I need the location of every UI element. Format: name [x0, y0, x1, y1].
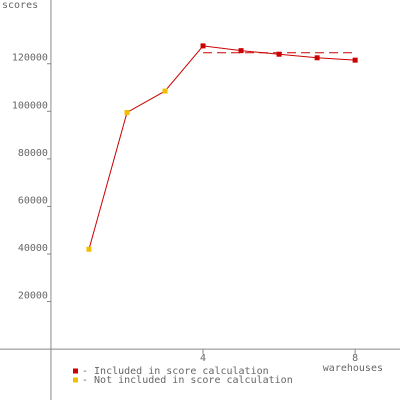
y-tick-label: 100000 [12, 100, 48, 111]
x-axis-label: warehouses [323, 363, 383, 374]
data-line [88, 45, 356, 250]
data-point [352, 57, 358, 63]
y-tick-label: 40000 [18, 243, 48, 254]
data-point [238, 48, 244, 54]
x-tick-label: 4 [200, 353, 206, 364]
data-point [200, 43, 206, 49]
data-point [86, 246, 92, 252]
data-point [124, 109, 130, 115]
data-point [314, 55, 320, 61]
legend-label: - Not included in score calculation [82, 375, 293, 386]
x-tick-label: 8 [352, 353, 358, 364]
y-tick-label: 120000 [12, 53, 48, 64]
legend-marker [73, 368, 78, 374]
y-tick-label: 20000 [18, 291, 48, 302]
data-point [162, 88, 168, 94]
legend-marker [73, 377, 78, 383]
y-tick-label: 60000 [18, 195, 48, 206]
y-tick-label: 80000 [18, 148, 48, 159]
legend-label: - Included in score calculation [82, 366, 269, 377]
y-axis-label: scores [2, 0, 38, 11]
data-point [276, 51, 282, 57]
